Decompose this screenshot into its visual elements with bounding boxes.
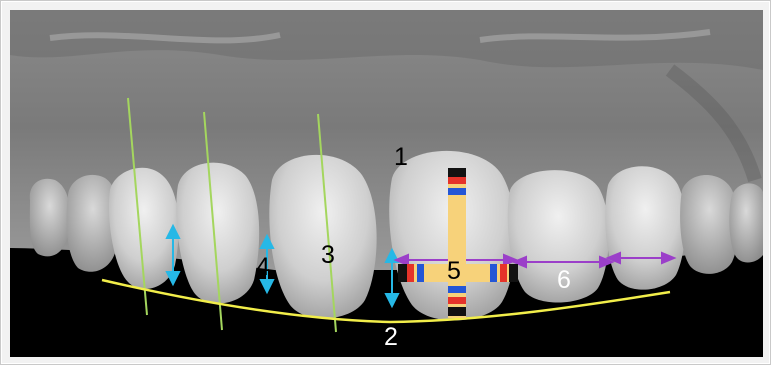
teeth bbox=[29, 150, 763, 321]
dental-photo: 1 3 4 5 6 2 bbox=[10, 10, 763, 357]
proportion-gauge-vertical bbox=[448, 168, 466, 318]
lip-shadow bbox=[10, 10, 763, 70]
label-width-ratio: 6 bbox=[557, 266, 571, 294]
label-central-proportion: 5 bbox=[447, 257, 461, 285]
label-incisal-curve: 2 bbox=[384, 323, 398, 351]
dental-photo-graphic bbox=[10, 10, 763, 357]
proportion-gauge-horizontal bbox=[398, 264, 518, 282]
long-axis-lines bbox=[127, 97, 337, 333]
label-contact-height: 4 bbox=[256, 253, 270, 281]
label-long-axis: 3 bbox=[321, 241, 335, 269]
contact-height-arrows bbox=[165, 223, 400, 309]
smile-curve bbox=[101, 278, 671, 324]
label-gingival-zenith: 1 bbox=[394, 143, 408, 171]
